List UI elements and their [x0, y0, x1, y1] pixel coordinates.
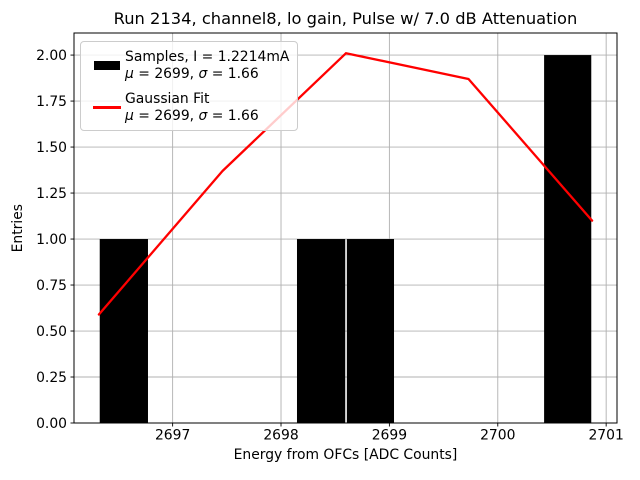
mu-symbol: μ	[125, 107, 134, 124]
legend-label-samples: Samples, I = 1.2214mA	[125, 49, 290, 65]
legend-stats-samples: μ = 2699, σ = 1.66	[125, 66, 289, 83]
plot-frame	[73, 32, 618, 424]
sigma-value: = 1.66	[207, 107, 259, 124]
fit-line-swatch-icon	[92, 106, 121, 109]
sigma-symbol: σ	[198, 65, 208, 82]
sigma-value: = 1.66	[207, 65, 259, 82]
y-tick-label: 0.50	[36, 324, 67, 340]
mu-symbol: μ	[125, 65, 134, 82]
legend: Samples, I = 1.2214mA μ = 2699, σ = 1.66…	[80, 41, 298, 131]
x-axis-label: Energy from OFCs [ADC Counts]	[233, 447, 458, 463]
y-axis-label-wrap: Entries	[10, 33, 26, 423]
histogram-bar	[296, 239, 346, 423]
y-tick-label: 1.25	[36, 186, 67, 202]
x-tick-label: 2699	[372, 428, 407, 444]
x-tick-label: 2698	[263, 428, 298, 444]
sigma-symbol: σ	[198, 107, 208, 124]
legend-entry-gaussian-fit: Gaussian Fit μ = 2699, σ = 1.66	[88, 91, 289, 124]
histogram-swatch-col	[88, 61, 125, 70]
mu-value: = 2699,	[133, 107, 199, 124]
y-tick-label: 0.25	[36, 370, 67, 386]
y-tick-label: 0.75	[36, 278, 67, 294]
y-tick-label: 1.50	[36, 140, 67, 156]
histogram-swatch-icon	[93, 61, 120, 70]
y-axis-label: Entries	[10, 203, 26, 253]
fit-line-swatch-col	[88, 106, 125, 109]
legend-label-gaussian-fit: Gaussian Fit	[125, 91, 210, 107]
mu-value: = 2699,	[133, 65, 199, 82]
histogram-bar	[346, 239, 395, 423]
y-tick-label: 1.75	[36, 94, 67, 110]
y-tick-label: 2.00	[36, 48, 67, 64]
x-tick-label: 2701	[588, 428, 623, 444]
y-tick-label: 0.00	[36, 416, 67, 432]
legend-stats-gaussian-fit: μ = 2699, σ = 1.66	[125, 108, 259, 125]
x-tick-label: 2697	[155, 428, 190, 444]
x-tick-label: 2700	[480, 428, 515, 444]
y-tick-label: 1.00	[36, 232, 67, 248]
histogram-bar	[544, 55, 592, 423]
chart-title: Run 2134, channel8, lo gain, Pulse w/ 7.…	[113, 9, 578, 28]
legend-entry-samples: Samples, I = 1.2214mA μ = 2699, σ = 1.66	[88, 49, 289, 82]
gaussian-fit-line	[97, 52, 594, 316]
histogram-bar	[99, 239, 148, 423]
